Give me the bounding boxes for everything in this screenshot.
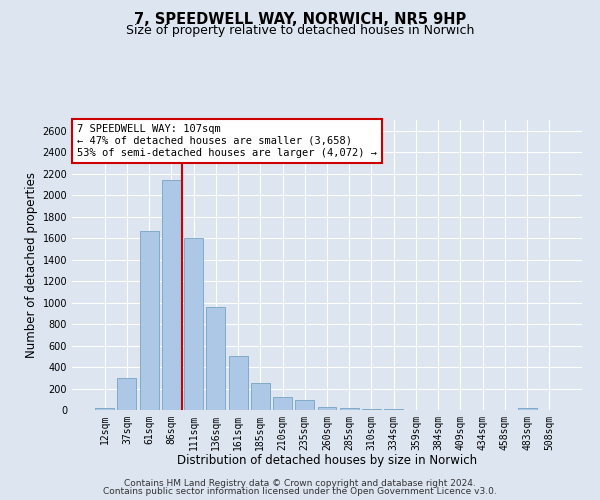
Bar bbox=[206, 307, 225, 410]
Bar bbox=[518, 408, 536, 410]
Text: Size of property relative to detached houses in Norwich: Size of property relative to detached ho… bbox=[126, 24, 474, 37]
Bar bbox=[317, 407, 337, 410]
Bar bbox=[162, 180, 181, 410]
Bar bbox=[251, 383, 270, 410]
Text: 7, SPEEDWELL WAY, NORWICH, NR5 9HP: 7, SPEEDWELL WAY, NORWICH, NR5 9HP bbox=[134, 12, 466, 28]
Y-axis label: Number of detached properties: Number of detached properties bbox=[25, 172, 38, 358]
Bar bbox=[140, 230, 158, 410]
Bar bbox=[295, 400, 314, 410]
Bar bbox=[229, 356, 248, 410]
Bar bbox=[362, 409, 381, 410]
Bar bbox=[340, 408, 359, 410]
Text: 7 SPEEDWELL WAY: 107sqm
← 47% of detached houses are smaller (3,658)
53% of semi: 7 SPEEDWELL WAY: 107sqm ← 47% of detache… bbox=[77, 124, 377, 158]
Bar bbox=[273, 397, 292, 410]
Bar bbox=[118, 378, 136, 410]
Text: Contains HM Land Registry data © Crown copyright and database right 2024.: Contains HM Land Registry data © Crown c… bbox=[124, 478, 476, 488]
Text: Contains public sector information licensed under the Open Government Licence v3: Contains public sector information licen… bbox=[103, 487, 497, 496]
Bar bbox=[184, 238, 203, 410]
X-axis label: Distribution of detached houses by size in Norwich: Distribution of detached houses by size … bbox=[177, 454, 477, 468]
Bar bbox=[95, 408, 114, 410]
